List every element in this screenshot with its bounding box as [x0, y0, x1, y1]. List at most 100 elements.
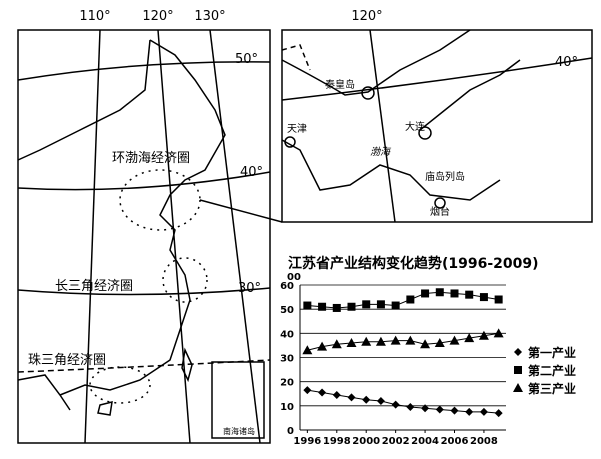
- legend-label: 第一产业: [528, 345, 576, 360]
- y-tick-label: 20: [280, 378, 294, 389]
- marker: [464, 333, 475, 343]
- latitude-label: 40°: [240, 165, 263, 180]
- leader-line: [199, 199, 283, 223]
- y-tick-label: 10: [280, 402, 294, 413]
- parallel: [17, 287, 271, 296]
- marker: [347, 393, 356, 402]
- hainan: [97, 400, 113, 416]
- city: [418, 126, 432, 140]
- y-tick-label: 0: [287, 426, 294, 437]
- marker: [303, 386, 312, 395]
- marker: [450, 289, 459, 298]
- marker: [390, 335, 401, 345]
- city: [361, 86, 375, 100]
- parallel: [17, 61, 271, 81]
- marker: [391, 400, 400, 409]
- latitude-label: 50°: [235, 52, 258, 67]
- marker: [406, 403, 415, 412]
- marker: [318, 388, 327, 397]
- inset-frame: [211, 361, 265, 439]
- longitude-label: 120°: [142, 9, 173, 24]
- marker: [493, 328, 504, 338]
- meridian: [209, 29, 261, 444]
- city: [284, 136, 296, 148]
- y-tick-label: 30: [280, 354, 294, 365]
- map-frame: [17, 29, 271, 444]
- place-label: 天津: [287, 123, 307, 135]
- place-label: 大连: [405, 120, 425, 133]
- coastline: [281, 139, 501, 201]
- region-label: 环渤海经济圈: [112, 150, 190, 166]
- place-label: 秦皇岛: [325, 78, 355, 91]
- region-label: 长三角经济圈: [55, 279, 133, 294]
- x-tick-label: 2002: [382, 436, 410, 447]
- marker: [303, 301, 312, 310]
- place-label: 渤海: [370, 146, 392, 158]
- marker: [421, 289, 430, 298]
- marker: [376, 300, 385, 309]
- marker: [435, 288, 444, 297]
- region-circle: [89, 366, 151, 404]
- longitude-label: 130°: [194, 9, 225, 24]
- y-tick-label: 60: [280, 281, 294, 292]
- chart-title: 江苏省产业结构变化趋势(1996-2009): [288, 255, 539, 272]
- place-label: 烟台: [430, 205, 450, 218]
- chart: 0 10 20 30 40 50 60 1996 1998 2000 2002 2004 2006 200…: [280, 281, 576, 447]
- marker: [318, 302, 327, 311]
- marker: [465, 407, 474, 416]
- marker: [449, 335, 460, 345]
- marker: [362, 300, 371, 309]
- marker: [494, 409, 503, 418]
- legend-label: 第三产业: [528, 381, 576, 396]
- y-axis-label: 00: [287, 272, 301, 283]
- x-tick-label: 2006: [441, 436, 469, 447]
- marker: [435, 405, 444, 414]
- marker: [420, 339, 431, 349]
- taiwan: [181, 347, 193, 383]
- coastline: [419, 59, 521, 131]
- marker: [450, 406, 459, 415]
- place-label: 庙岛列岛: [425, 170, 465, 183]
- border: [17, 39, 151, 161]
- city: [434, 197, 446, 209]
- meridian: [84, 29, 101, 444]
- longitude-label: 120°: [351, 9, 382, 24]
- x-tick-label: 2000: [352, 436, 380, 447]
- marker: [514, 366, 522, 374]
- marker: [494, 295, 503, 304]
- main-map: [17, 29, 283, 444]
- marker: [347, 302, 356, 311]
- marker: [375, 336, 386, 346]
- border: [17, 374, 71, 411]
- coastline: [59, 39, 226, 396]
- y-tick-label: 40: [280, 329, 294, 340]
- inset-label: 南海诸岛: [223, 426, 255, 436]
- legend-label: 第二产业: [528, 363, 576, 378]
- x-tick-label: 2008: [470, 436, 498, 447]
- parallel: [17, 171, 271, 191]
- marker: [479, 407, 488, 416]
- marker: [302, 345, 313, 355]
- marker: [332, 303, 341, 312]
- coastline: [281, 29, 471, 96]
- longitude-label: 110°: [79, 9, 110, 24]
- marker: [332, 390, 341, 399]
- latitude-label: 40°: [555, 55, 578, 70]
- marker: [362, 395, 371, 404]
- marker: [391, 301, 400, 310]
- marker: [406, 295, 415, 304]
- region-label: 珠三角经济圈: [28, 353, 106, 368]
- marker: [331, 339, 342, 349]
- y-tick-label: 50: [280, 305, 294, 316]
- marker: [421, 404, 430, 413]
- x-tick-label: 1996: [293, 436, 321, 447]
- x-tick-label: 2004: [411, 436, 439, 447]
- marker: [405, 335, 416, 345]
- marker: [478, 330, 489, 340]
- x-tick-label: 1998: [323, 436, 351, 447]
- detail-frame: [281, 29, 593, 223]
- marker: [434, 338, 445, 347]
- parallel: [281, 57, 593, 101]
- detail-map: [281, 29, 593, 223]
